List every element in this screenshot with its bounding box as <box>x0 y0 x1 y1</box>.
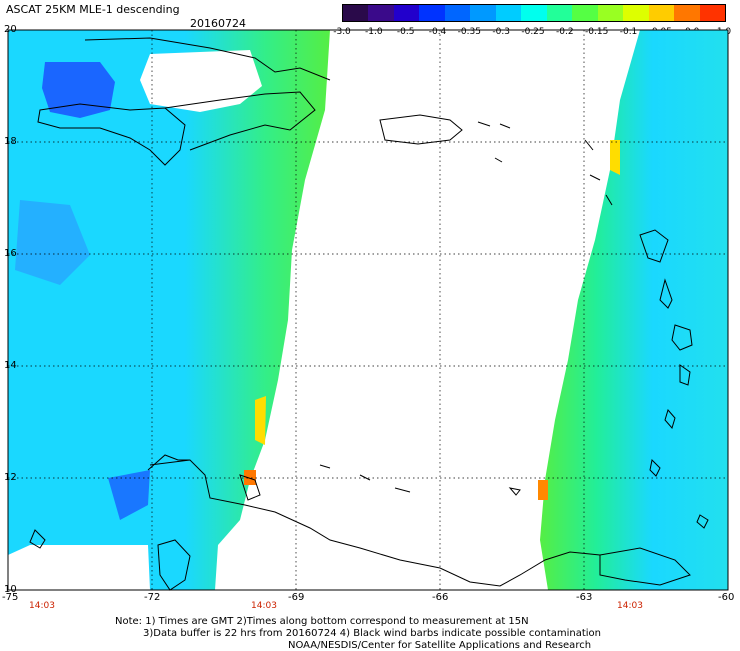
colorbar-tick-label: -0.15 <box>585 27 609 37</box>
lat-tick-label: 12 <box>4 472 17 483</box>
coast-aruba-curacao <box>319 464 411 493</box>
coast-cuba-south <box>84 37 331 81</box>
coast-margarita <box>508 487 521 496</box>
colorbar-swatch <box>546 5 573 21</box>
swath-east <box>540 30 728 590</box>
colorbar-tick-label: -3.0 <box>333 27 351 37</box>
swath-group <box>8 30 728 590</box>
colorbar-swatch <box>343 5 369 21</box>
coast-trinidad <box>599 547 691 586</box>
coast-colombia-guajira <box>147 454 190 471</box>
coast-guadeloupe <box>639 229 669 263</box>
colorbar-swatch <box>393 5 420 21</box>
note-line-1: Note: 1) Times are GMT 2)Times along bot… <box>115 616 529 627</box>
swath-orange-patch-1 <box>538 480 548 500</box>
colorbar-swatch <box>572 5 598 21</box>
coast-stvincent <box>664 408 676 430</box>
coast-dominica <box>659 278 673 309</box>
lat-tick-label: 18 <box>4 136 17 147</box>
swath-blue-patch-haiti <box>42 62 115 118</box>
lon-tick-label: -66 <box>432 592 449 603</box>
swath-west <box>8 30 330 590</box>
coast-puerto-rico <box>379 114 463 145</box>
note-line-2: 3)Data buffer is 22 hrs from 20160724 4)… <box>143 628 601 639</box>
swath-yellow-patch-1 <box>255 396 266 445</box>
colorbar <box>342 4 726 22</box>
lat-tick-label: 14 <box>4 360 17 371</box>
colorbar-swatch <box>597 5 624 21</box>
coast-stlucia <box>679 364 691 386</box>
lon-tick-label: -75 <box>2 592 19 603</box>
lon-tick-label: -63 <box>576 592 593 603</box>
coast-barbados <box>696 514 709 529</box>
lat-tick-label: 16 <box>4 248 17 259</box>
colorbar-tick-label: -0.2 <box>556 27 574 37</box>
lon-tick-label: -60 <box>718 592 735 603</box>
colorbar-swatch <box>623 5 649 21</box>
coast-maracaibo-lake <box>157 539 191 591</box>
swath-gap-north-cuba <box>140 50 262 112</box>
lat-tick-label: 10 <box>4 584 17 595</box>
colorbar-swatch <box>674 5 700 21</box>
colorbar-swatch <box>648 5 675 21</box>
colorbar-tick-label: -0.1 <box>619 27 638 37</box>
colorbar-tick-label: -0.3 <box>492 27 510 37</box>
colorbar-swatch <box>699 5 726 21</box>
colorbar-swatch <box>495 5 522 21</box>
map-frame <box>7 29 729 591</box>
colorbar-tick-label: -0.4 <box>428 27 447 37</box>
lon-tick-label: -69 <box>288 592 305 603</box>
swath-orange-patch-2 <box>244 470 256 485</box>
chart-title: ASCAT 25KM MLE-1 descending <box>6 3 180 16</box>
colorbar-swatch <box>444 5 471 21</box>
coast-hispaniola-east <box>164 91 316 151</box>
colorbar-tick-label: -1.0 <box>365 27 383 37</box>
colorbar-swatch <box>521 5 547 21</box>
colorbar-swatch <box>368 5 394 21</box>
time-label: 14:03 <box>251 601 277 611</box>
time-label: 14:03 <box>617 601 643 611</box>
colorbar-swatch <box>419 5 445 21</box>
coast-virgin-islands <box>477 121 511 163</box>
coastline <box>29 37 709 591</box>
coast-jamaica <box>29 529 46 549</box>
lat-tick-label: 20 <box>4 24 17 35</box>
lon-tick-label: -72 <box>144 592 161 603</box>
colorbar-swatch <box>470 5 496 21</box>
colorbar-tick-label: -0.5 <box>396 27 415 37</box>
colorbar-tick-label: -0.25 <box>521 27 545 37</box>
coast-hispaniola <box>37 103 186 166</box>
coast-paraguana <box>239 474 261 501</box>
coast-grenada <box>649 458 661 477</box>
colorbar-tick-label: -0.35 <box>457 27 481 37</box>
coast-leeward-1 <box>584 139 613 206</box>
time-label: 14:03 <box>29 601 55 611</box>
coast-martinique <box>671 324 693 351</box>
chart-date: 20160724 <box>190 17 246 30</box>
gridlines <box>8 30 728 590</box>
swath-blue-patch-colombia <box>108 470 150 520</box>
coast-venezuela <box>149 459 601 587</box>
swath-blue-patch-west <box>15 200 90 285</box>
note-line-3: NOAA/NESDIS/Center for Satellite Applica… <box>288 640 592 651</box>
swath-yellow-patch-2 <box>610 140 620 175</box>
